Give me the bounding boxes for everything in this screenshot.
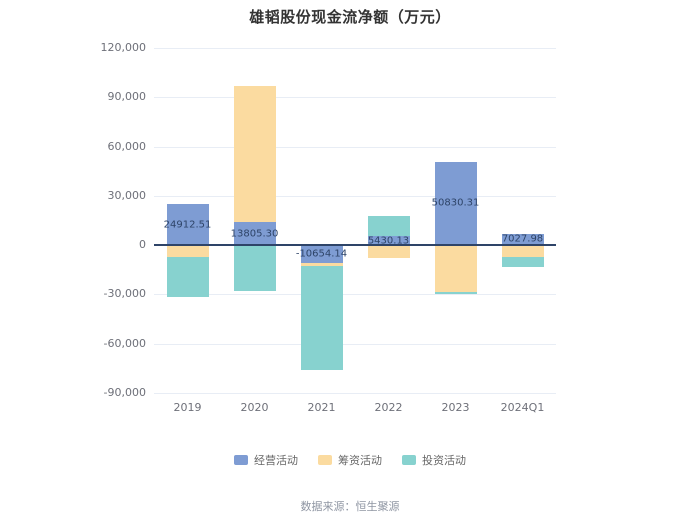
gridline — [154, 195, 556, 197]
bar-2020-s0 — [233, 222, 276, 246]
bar-2022-s2 — [367, 216, 410, 237]
bar-2024Q1-s2 — [501, 257, 544, 268]
bar-2022-s0 — [367, 236, 410, 246]
legend: 经营活动 筹资活动 投资活动 — [0, 452, 700, 468]
x-axis-label: 2021 — [307, 401, 336, 414]
bar-value-label: 24912.51 — [163, 219, 212, 231]
legend-label: 筹资活动 — [338, 454, 382, 467]
x-axis-label: 2023 — [441, 401, 470, 414]
y-axis-label: -60,000 — [103, 336, 146, 350]
legend-label: 投资活动 — [422, 454, 466, 467]
bar-2022-s1 — [367, 245, 410, 259]
bar-2019-s1 — [166, 245, 209, 258]
y-axis-label: -30,000 — [103, 287, 146, 301]
y-axis-label: 120,000 — [100, 41, 147, 54]
legend-label: 经营活动 — [254, 454, 298, 467]
gridline — [154, 343, 556, 345]
bar-value-label: 50830.31 — [431, 197, 480, 209]
gridline — [154, 294, 556, 296]
y-axis-label: 30,000 — [107, 188, 147, 202]
bar-2020-s1 — [233, 86, 276, 223]
bar-2024Q1-s0 — [501, 233, 544, 246]
y-axis-label: 0 — [139, 238, 146, 252]
bar-2021-s2 — [300, 265, 343, 371]
y-axis-label: -90,000 — [103, 386, 146, 399]
legend-item-0[interactable]: 经营活动 — [234, 452, 298, 468]
bar-2021-s1 — [300, 262, 343, 266]
gridline — [154, 393, 556, 394]
bar-value-label: -10654.14 — [295, 248, 348, 260]
data-source: 数据来源：恒生聚源 — [300, 500, 400, 513]
legend-swatch-icon — [402, 455, 416, 465]
bar-2023-s2 — [434, 291, 477, 294]
gridline — [154, 48, 556, 49]
legend-item-2[interactable]: 投资活动 — [402, 452, 466, 468]
bar-2024Q1-s1 — [501, 245, 544, 258]
bar-2023-s1 — [434, 245, 477, 292]
bar-value-label: 5430.13 — [367, 235, 410, 247]
bar-value-label: 7027.98 — [501, 233, 544, 245]
chart-title: 雄韬股份现金流净额（万元） — [249, 8, 451, 26]
plot-area: 24912.51 13805.30 -10654.14 5430.13 50830.31… — [154, 48, 556, 394]
y-axis-label: 90,000 — [107, 90, 147, 104]
y-axis-label: 60,000 — [107, 139, 147, 153]
x-axis-label: 2022 — [374, 401, 403, 414]
x-axis-label: 2024Q1 — [500, 401, 545, 414]
bar-2020-s2 — [233, 245, 276, 292]
bar-value-label: 13805.30 — [230, 228, 279, 240]
x-axis-label: 2020 — [240, 401, 269, 414]
x-axis-label: 2019 — [173, 401, 202, 414]
legend-swatch-icon — [234, 455, 248, 465]
bar-2021-s0 — [300, 245, 343, 263]
bar-2019-s2 — [166, 257, 209, 298]
legend-item-1[interactable]: 筹资活动 — [318, 452, 382, 468]
legend-swatch-icon — [318, 455, 332, 465]
gridline — [154, 97, 556, 99]
bar-2023-s0 — [434, 161, 477, 246]
zero-axis-line — [154, 244, 556, 247]
bar-2019-s0 — [166, 204, 209, 246]
gridline — [154, 146, 556, 148]
